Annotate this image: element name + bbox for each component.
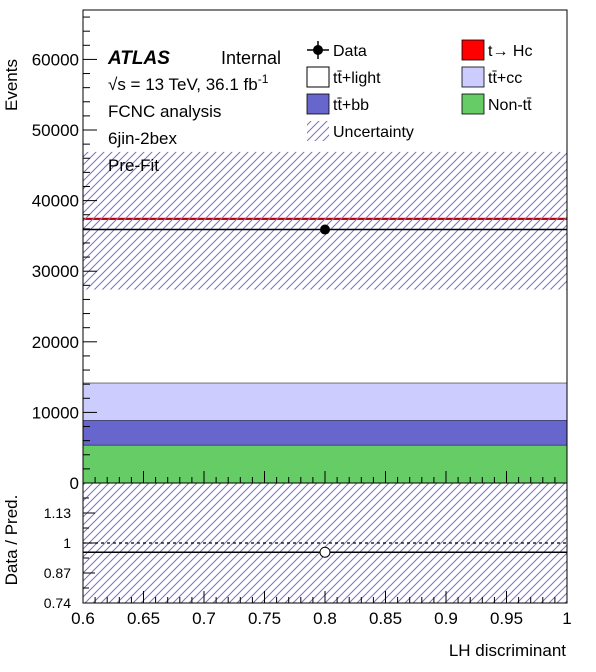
energy-label: √s = 13 TeV, 36.1 fb-1 [108, 72, 269, 94]
legend-hc-label: t→ Hc [488, 43, 532, 60]
ratio-data-series [83, 546, 567, 558]
data-series [83, 224, 567, 235]
x-tick-label-3: 0.75 [248, 609, 281, 628]
legend-uncertainty: Uncertainty [307, 121, 414, 141]
uncertainty-band [83, 151, 567, 290]
legend-bb-label: tt̄+bb [333, 97, 369, 114]
legend-bb: tt̄+bb [306, 93, 369, 115]
ratio-y-axis-title: Data / Pred. [2, 495, 21, 586]
y-tick-label-5: 50000 [32, 121, 79, 140]
legend-light: tt̄+light [306, 66, 381, 88]
x-tick-label-7: 0.95 [490, 609, 523, 628]
x-tick-label-0: 0.6 [71, 609, 95, 628]
bar-1 [83, 420, 567, 445]
x-tick-label-8: 1 [562, 609, 571, 628]
energy-superscript: -1 [258, 72, 269, 86]
y-tick-label-3: 30000 [32, 262, 79, 281]
x-axis-title: LH discriminant [449, 641, 566, 660]
legend-cc: tt̄+cc [461, 66, 522, 88]
ratio-y-tick-label-3: 1.13 [44, 505, 71, 521]
uncertainty-band-rect [83, 151, 567, 290]
x-tick-label-6: 0.9 [434, 609, 458, 628]
x-tick-label-2: 0.7 [192, 609, 216, 628]
ratio-point [319, 546, 331, 558]
fit-label: Pre-Fit [108, 156, 159, 175]
y-axis-title: Events [2, 59, 21, 111]
ratio-y-tick-label-1: 0.87 [44, 565, 71, 581]
energy-text: √s = 13 TeV, 36.1 fb [108, 75, 258, 94]
x-tick-label-5: 0.85 [369, 609, 402, 628]
region-label: 6jin-2bex [108, 129, 177, 148]
atlas-label: ATLAS [107, 48, 170, 69]
y-tick-label-0: 0 [70, 474, 79, 493]
legend-nontt-label: Non-tt̄ [488, 97, 532, 114]
y-tick-label-4: 40000 [32, 192, 79, 211]
legend-cc-label: tt̄+cc [488, 70, 522, 87]
legend-hc: t→ Hc [461, 39, 532, 61]
x-tick-label-1: 0.65 [127, 609, 160, 628]
x-axis: 0.6 0.65 0.7 0.75 0.8 0.85 0.9 0.95 1 [71, 591, 572, 628]
legend-light-label: tt̄+light [333, 70, 381, 87]
legend: Data t→ Hc tt̄+light tt̄+cc tt̄+bb Non-t… [306, 39, 532, 141]
ratio-y-tick-label-2: 1 [63, 535, 71, 551]
data-point [320, 224, 330, 235]
bar-2 [83, 382, 567, 421]
internal-label: Internal [221, 48, 281, 68]
x-tick-label-4: 0.8 [313, 609, 337, 628]
ratio-y-axis: 0.74 0.87 1 1.13 [44, 497, 95, 611]
legend-data-label: Data [333, 43, 367, 60]
main-y-axis: 0 10000 20000 30000 40000 50000 60000 [32, 16, 97, 493]
ratio-y-tick-label-0: 0.74 [44, 595, 71, 611]
legend-nontt: Non-tt̄ [461, 93, 532, 115]
legend-uncertainty-label: Uncertainty [333, 124, 414, 141]
y-tick-label-2: 20000 [32, 333, 79, 352]
analysis-label: FCNC analysis [108, 102, 221, 121]
main-x-ticks [82, 471, 568, 483]
y-tick-label-1: 10000 [32, 403, 79, 422]
y-tick-label-6: 60000 [32, 50, 79, 69]
legend-data: Data [307, 41, 367, 60]
